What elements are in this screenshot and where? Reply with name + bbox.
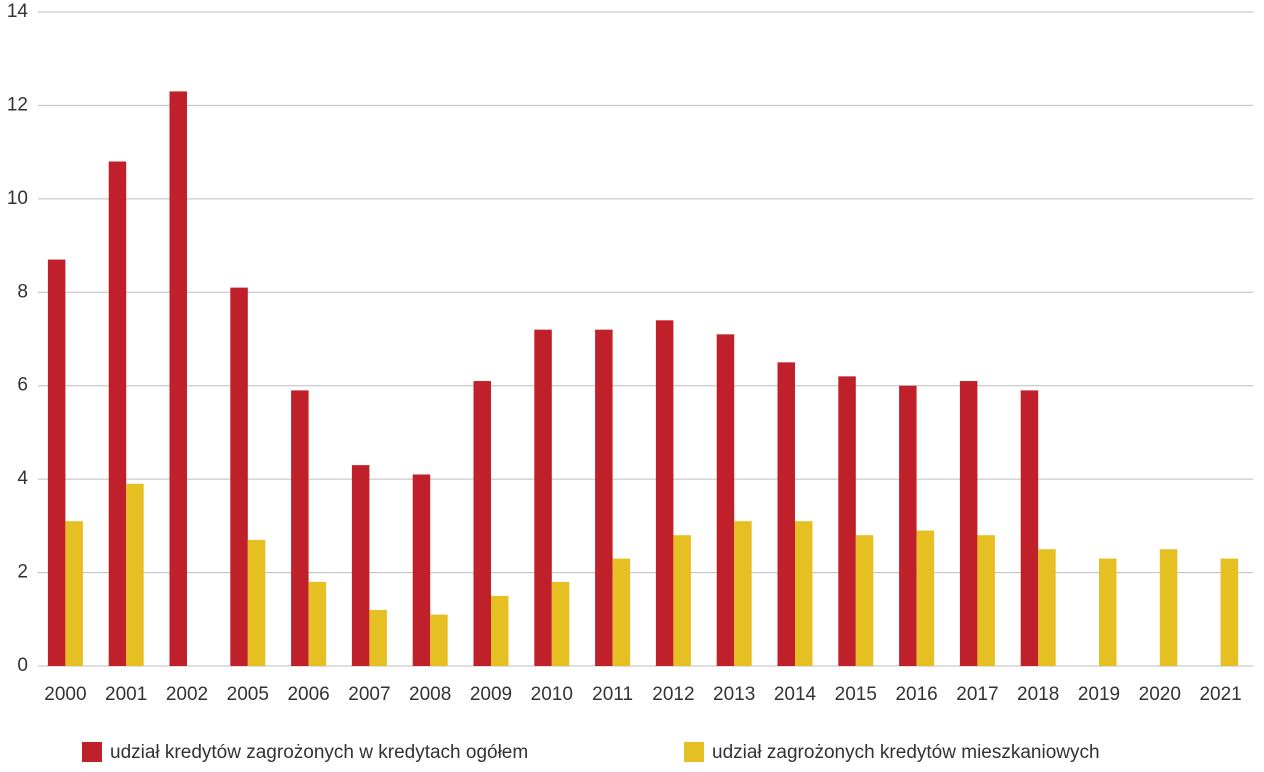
bar (899, 385, 917, 666)
bar (551, 581, 570, 666)
legend-label: udział zagrożonych kredytów mieszkaniowy… (712, 742, 1100, 763)
x-tick-label: 2009 (470, 684, 512, 705)
x-tick-label: 2016 (895, 684, 937, 705)
y-tick-label: 6 (17, 375, 28, 396)
y-tick-label: 0 (17, 655, 28, 676)
bar (916, 530, 935, 666)
bar (655, 320, 674, 666)
legend-swatch (684, 742, 704, 762)
bar (734, 521, 752, 666)
bar (308, 581, 327, 666)
x-tick-label: 2014 (774, 684, 817, 705)
bar (777, 362, 795, 666)
bar (1099, 558, 1117, 666)
bar (1159, 549, 1178, 666)
bar (47, 259, 66, 666)
bar (716, 334, 735, 666)
y-tick-label: 14 (7, 1, 29, 22)
bar (1038, 549, 1056, 666)
bar (855, 535, 874, 666)
bar (412, 474, 431, 666)
x-tick-label: 2000 (44, 684, 86, 705)
bar (673, 535, 691, 666)
bar (612, 558, 631, 666)
x-tick-label: 2006 (287, 684, 329, 705)
bar (230, 287, 248, 666)
bar (595, 329, 613, 666)
y-tick-label: 8 (17, 281, 28, 302)
bar (473, 381, 491, 666)
x-tick-label: 2013 (713, 684, 755, 705)
bar (108, 161, 127, 666)
x-tick-label: 2019 (1078, 684, 1120, 705)
x-tick-label: 2007 (348, 684, 390, 705)
bar (169, 91, 187, 666)
bar (1220, 558, 1239, 666)
bar (291, 390, 309, 666)
x-tick-label: 2005 (227, 684, 269, 705)
x-tick-label: 2017 (956, 684, 998, 705)
x-tick-label: 2021 (1199, 684, 1241, 705)
x-tick-label: 2002 (166, 684, 208, 705)
bar (126, 483, 144, 666)
bar (430, 614, 448, 666)
x-tick-label: 2001 (105, 684, 147, 705)
y-tick-label: 12 (7, 94, 28, 115)
x-tick-label: 2010 (531, 684, 573, 705)
bar (369, 609, 387, 666)
bar (977, 535, 995, 666)
bar (534, 329, 552, 666)
legend-swatch (82, 742, 102, 762)
x-tick-label: 2015 (835, 684, 877, 705)
y-tick-label: 10 (7, 188, 28, 209)
x-tick-label: 2018 (1017, 684, 1059, 705)
bar (247, 539, 266, 666)
bar (1020, 390, 1039, 666)
bar (351, 465, 370, 666)
bar (65, 521, 83, 666)
legend-label: udział kredytów zagrożonych w kredytach … (110, 742, 528, 763)
bar (491, 595, 509, 666)
x-tick-label: 2012 (652, 684, 694, 705)
x-tick-label: 2011 (592, 684, 633, 705)
bar (959, 381, 978, 666)
bar (795, 521, 813, 666)
x-tick-label: 2020 (1139, 684, 1181, 705)
bar (838, 376, 856, 666)
y-tick-label: 2 (17, 562, 28, 583)
x-tick-label: 2008 (409, 684, 451, 705)
y-tick-label: 4 (17, 468, 28, 489)
